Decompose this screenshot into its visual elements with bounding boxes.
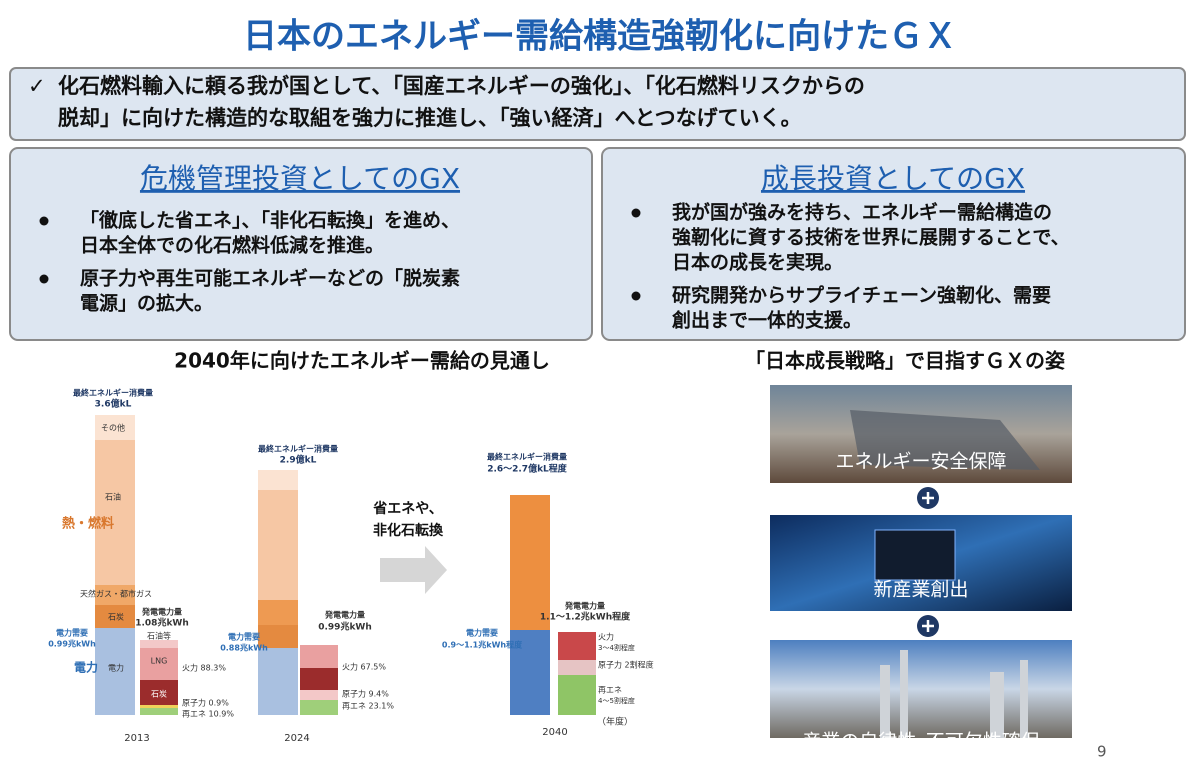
bullet-line: 日本全体での化石燃料低減を推進。 [80,234,384,257]
chart-label: 石炭 [108,613,124,622]
bullet-dot [631,208,641,218]
panel-heading: 成長投資としてのGX [761,162,1025,195]
page-number: 9 [1097,743,1107,761]
photo-caption: 産業の自律性･不可欠性確保 [802,731,1040,753]
chart-label: 電力 [74,660,98,675]
chart-label: 最終エネルギー消費量 [487,452,567,462]
chart-label: 1.08兆kWh [135,617,189,629]
chart-label: 最終エネルギー消費量 [73,388,153,398]
plus-icon [917,487,939,509]
photo-caption: 新産業創出 [873,579,968,601]
chart-label: 火力 [598,632,614,642]
chart-label: 石油 [105,492,121,502]
chart-label: 再エネ [598,686,622,695]
chart-label: 電力 [108,663,124,673]
chart-label: 2024 [284,733,309,744]
bullet-line: 電源」の拡大。 [80,292,213,315]
chart-label: 電力需要 [466,628,498,638]
chart-label: （年度） [597,716,633,728]
summary-line: 化石燃料輸入に頼る我が国として、「国産エネルギーの強化」、「化石燃料リスクからの [58,74,865,98]
chart-label: 3～4割程度 [598,643,635,652]
chart-label: 3.6億kL [95,398,132,410]
bullet-dot [631,291,641,301]
bullet-line: 原子力や再生可能エネルギーなどの「脱炭素 [80,267,460,290]
chart-label: 電力需要 [56,628,88,638]
chart-label: その他 [101,423,125,433]
bullet-line: 「徹底した省エネ」、「非化石転換」を進め、 [80,209,460,232]
chart-label: 1.1～1.2兆kWh程度 [540,611,631,623]
bullet-dot [39,216,49,226]
vision-title: 「日本成長戦略」で目指すＧＸの姿 [745,349,1065,373]
chart-label: 電力需要 [228,632,260,642]
plus-icon [917,615,939,637]
chart-label: 原子力 2割程度 [598,660,654,670]
chart-label: 2.6～2.7億kL程度 [487,463,568,475]
chart-label: 0.88兆kWh [220,643,268,653]
chart-label: 天然ガス・都市ガス [80,589,152,599]
chart-label: 再エネ 10.9% [182,710,234,719]
bullet-line: 我が国が強みを持ち、エネルギー需給構造の [672,201,1052,224]
chart-label: 2040 [542,727,567,738]
bullet-line: 研究開発からサプライチェーン強靭化、需要 [672,284,1051,307]
bullet-dot [39,274,49,284]
chart-label: 石炭 [151,690,167,699]
chart-label: 2013 [124,733,149,744]
chart-label: 発電電力量 [324,610,365,620]
chart-label: 火力 67.5% [342,662,386,672]
panel-heading: 危機管理投資としてのGX [140,162,460,195]
slide-title: 日本のエネルギー需給構造強靭化に向けたＧＸ [243,17,957,57]
chart-label: 非化石転換 [373,522,444,539]
photo-shape [850,410,1040,470]
chart-label: 原子力 9.4% [342,689,389,699]
photo-shape [874,529,956,581]
chart-label: 省エネや、 [372,500,443,517]
chart-label: 発電電力量 [141,607,182,617]
check-mark: ✓ [28,74,46,98]
bullet-line: 創出まで一体的支援。 [672,309,862,332]
chart-label: 4～5割程度 [598,696,635,705]
chart-label: 熱・燃料 [62,516,114,532]
chart-bars [95,415,596,715]
chart-label: 火力 88.3% [182,663,226,673]
chart-label: 2.9億kL [280,454,317,466]
summary-line: 脱却」に向けた構造的な取組を強力に推進し、「強い経済」へとつなげていく。 [58,106,802,130]
photo-shape [880,650,1028,738]
photo-caption: エネルギー安全保障 [835,451,1006,473]
chart-label: 原子力 0.9% [182,698,229,708]
chart-label: 発電電力量 [564,601,605,611]
chart-label: 0.99兆kWh [318,621,372,633]
chart-label: 再エネ 23.1% [342,702,394,711]
chart-label: LNG [151,657,168,666]
bullet-line: 日本の成長を実現。 [672,251,843,274]
chart-label: 0.9～1.1兆kWh程度 [442,640,523,650]
chart-title: 2040年に向けたエネルギー需給の見通し [174,349,550,373]
panel-box [601,147,1186,341]
chart-label: 最終エネルギー消費量 [258,444,338,454]
chart-label: 0.99兆kWh [48,639,96,649]
panel-box [9,147,593,341]
bullet-line: 強靭化に資する技術を世界に展開することで、 [672,226,1070,249]
summary-box [9,67,1186,141]
chart-label: 石油等 [147,631,171,641]
